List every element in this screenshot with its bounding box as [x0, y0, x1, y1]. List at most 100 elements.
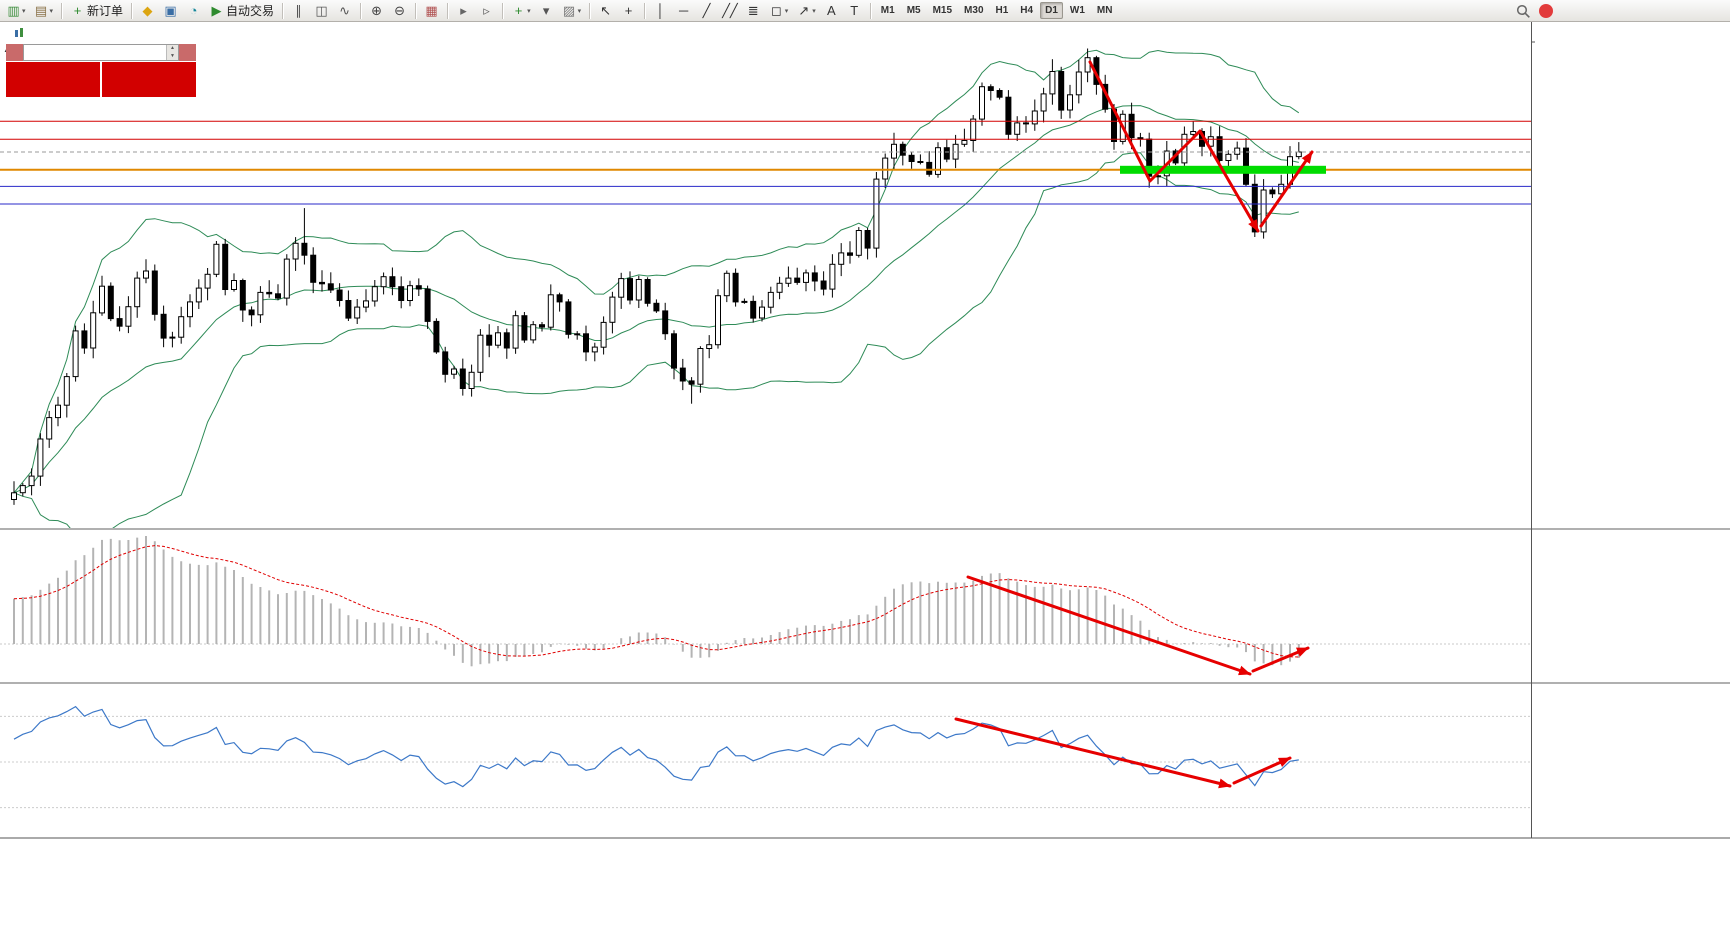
- rsi-downtrend-arrow[interactable]: [954, 717, 1232, 789]
- candlestick-chart-button[interactable]: ◫: [311, 1, 332, 21]
- timeframe-m5[interactable]: M5: [906, 5, 921, 16]
- line-chart-icon: ∿: [339, 2, 351, 18]
- panel-splitter-macd[interactable]: [0, 528, 1730, 530]
- toolbar-separator: [360, 2, 362, 19]
- channel-icon: ╱╱: [722, 2, 738, 18]
- vertical-line-icon: │: [656, 2, 665, 18]
- lot-increase-button[interactable]: ▲: [167, 45, 178, 53]
- toolbar-separator: [502, 2, 504, 19]
- terminal-icon: ▣: [164, 2, 177, 18]
- profiles-icon: ▤: [34, 2, 48, 18]
- shapes-icon: ◻: [770, 2, 782, 18]
- rsi-label: [6, 687, 10, 699]
- toolbar-separator: [282, 2, 284, 19]
- rsi-reversal-arrow[interactable]: [1232, 756, 1292, 785]
- candlestick-chart-icon: ◫: [315, 2, 328, 18]
- lot-decrease-button[interactable]: ▼: [167, 52, 178, 60]
- lot-input[interactable]: [24, 45, 166, 60]
- fibonacci-icon: ≣: [747, 2, 759, 18]
- channel-button[interactable]: ╱╱: [719, 1, 741, 21]
- timeframe-m1[interactable]: M1: [880, 5, 895, 16]
- templates-button-caret-icon: ▾: [577, 7, 582, 15]
- profiles-button[interactable]: ▤ ▾: [31, 1, 57, 21]
- metaeditor-button[interactable]: ◆: [137, 1, 158, 21]
- macd-reversal-arrow[interactable]: [1251, 646, 1310, 673]
- toolbar-separator: [869, 2, 871, 19]
- toolbar-items: ▥ ▾ ▤ ▾ + 新订单 ◆ ▣ ◔ ▶ 自动交易 ∥ ◫ ∿ ⊕ ⊖ ▦ ▸ ▹ + ▾ ▾ ▨ ▾ ↖ + │ ─ ╱ ╱╱ ≣ ◻ ▾ ↗…: [2, 1, 1118, 21]
- toolbar-separator: [644, 2, 646, 19]
- cursor-button[interactable]: ↖: [595, 1, 616, 21]
- sell-price-button[interactable]: [6, 62, 100, 97]
- strategy-tester-icon: ◔: [189, 2, 198, 18]
- arrows-icon: ↗: [798, 2, 810, 18]
- strategy-tester-button[interactable]: ◔: [183, 1, 204, 21]
- timeframe-h4[interactable]: H4: [1020, 5, 1034, 16]
- text-button[interactable]: A: [821, 1, 842, 21]
- bar-chart-button[interactable]: ∥: [288, 1, 309, 21]
- new-chart-button[interactable]: ▥ ▾: [3, 1, 29, 21]
- tile-windows-button[interactable]: ▦: [421, 1, 442, 21]
- new-order-icon: +: [73, 2, 82, 18]
- toolbar: ▥ ▾ ▤ ▾ + 新订单 ◆ ▣ ◔ ▶ 自动交易 ∥ ◫ ∿ ⊕ ⊖ ▦ ▸ ▹ + ▾ ▾ ▨ ▾ ↖ + │ ─ ╱ ╱╱ ≣ ◻ ▾ ↗…: [0, 0, 1730, 22]
- timeframe-h1[interactable]: H1: [995, 5, 1009, 16]
- zoom-in-button[interactable]: ⊕: [366, 1, 387, 21]
- new-order-button[interactable]: + 新订单: [67, 1, 126, 21]
- shapes-button[interactable]: ◻ ▾: [766, 1, 792, 21]
- text-label-button[interactable]: T: [844, 1, 865, 21]
- new-chart-icon: ▥: [7, 2, 20, 18]
- panel-splitter-rsi[interactable]: [0, 682, 1730, 684]
- price-reversal-arrow[interactable]: [1259, 150, 1314, 228]
- line-chart-button[interactable]: ∿: [334, 1, 355, 21]
- templates-icon: ▨: [562, 2, 576, 18]
- toolbar-separator: [415, 2, 417, 19]
- toolbar-separator: [589, 2, 591, 19]
- crosshair-button[interactable]: +: [618, 1, 639, 21]
- chart-background[interactable]: [0, 22, 1730, 862]
- buy-price-button[interactable]: [102, 62, 196, 97]
- chart-shift-button[interactable]: ▹: [476, 1, 497, 21]
- macd-histogram: [13, 536, 1300, 667]
- zoom-out-button[interactable]: ⊖: [389, 1, 410, 21]
- timeframe-m30[interactable]: M30: [964, 5, 984, 16]
- periods-dropdown-icon: ▾: [542, 2, 550, 18]
- horizontal-line-icon: ─: [678, 2, 689, 18]
- timeframe-mn[interactable]: MN: [1096, 5, 1113, 16]
- indicators-button[interactable]: + ▾: [508, 1, 534, 21]
- one-click-trading-widget: ▲ ▼: [6, 44, 196, 97]
- fibonacci-button[interactable]: ≣: [743, 1, 764, 21]
- new-chart-button-caret-icon: ▾: [22, 7, 26, 15]
- bollinger-bands: [13, 49, 1300, 528]
- timeframe-m15[interactable]: M15: [932, 5, 953, 16]
- toolbar-separator: [61, 2, 63, 19]
- lot-spinner: ▲ ▼: [166, 45, 178, 60]
- text-icon: A: [826, 2, 836, 18]
- trendline-button[interactable]: ╱: [696, 1, 717, 21]
- lot-size-field: ▲ ▼: [23, 44, 179, 61]
- cursor-icon: ↖: [600, 2, 612, 18]
- auto-scroll-button[interactable]: ▸: [453, 1, 474, 21]
- search-icon[interactable]: [1516, 4, 1531, 19]
- indicators-icon: +: [514, 2, 523, 18]
- vertical-line-button[interactable]: │: [650, 1, 671, 21]
- buy-button[interactable]: [179, 44, 196, 61]
- symbol-chart-icon: [14, 27, 25, 38]
- tile-windows-icon: ▦: [425, 2, 438, 18]
- terminal-button[interactable]: ▣: [160, 1, 181, 21]
- rsi-line: [13, 705, 1299, 788]
- price-downtrend-arrow[interactable]: [1088, 60, 1260, 233]
- macd-downtrend-arrow[interactable]: [966, 575, 1252, 676]
- indicators-button-caret-icon: ▾: [527, 7, 531, 15]
- timeframe-w1[interactable]: W1: [1069, 5, 1085, 16]
- autotrading-button[interactable]: ▶ 自动交易: [206, 1, 277, 21]
- periods-dropdown[interactable]: ▾: [536, 1, 557, 21]
- templates-button[interactable]: ▨ ▾: [559, 1, 585, 21]
- zoom-in-icon: ⊕: [371, 2, 383, 18]
- symbol-info: [14, 27, 55, 38]
- horizontal-line-button[interactable]: ─: [673, 1, 694, 21]
- notification-badge[interactable]: [1539, 4, 1553, 18]
- timeframe-d1[interactable]: D1: [1040, 2, 1063, 19]
- auto-scroll-icon: ▸: [460, 2, 467, 18]
- sell-button[interactable]: [6, 44, 23, 61]
- arrows-button[interactable]: ↗ ▾: [793, 1, 819, 21]
